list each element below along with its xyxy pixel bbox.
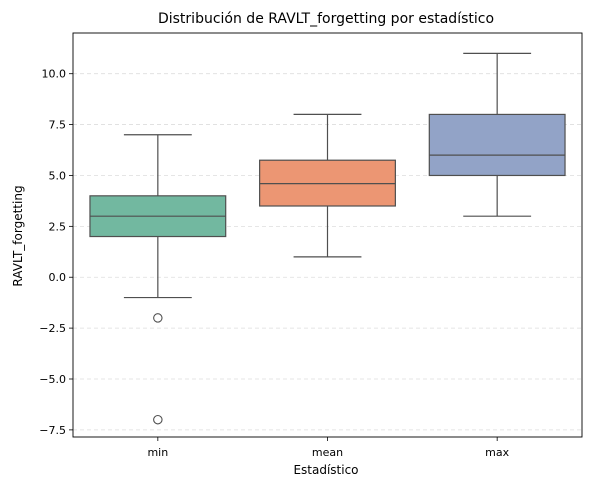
y-tick-label: −7.5 (39, 424, 66, 437)
iqr-box (428, 113, 566, 177)
y-tick-label: −2.5 (39, 322, 66, 335)
box-mean (259, 113, 396, 258)
box-min (89, 134, 227, 425)
x-tick-label: min (147, 446, 168, 459)
y-tick-label: −5.0 (39, 373, 66, 386)
y-axis: −7.5 −5.0 −2.5 0.0 2.5 5.0 7.5 10.0 (39, 68, 73, 437)
x-axis-label: Estadístico (293, 463, 358, 477)
y-tick-label: 10.0 (42, 68, 67, 81)
x-tick-label: max (485, 446, 509, 459)
box-max (428, 52, 566, 217)
y-tick-label: 2.5 (49, 220, 67, 233)
x-axis: min mean max (147, 437, 510, 459)
chart-title: Distribución de RAVLT_forgetting por est… (158, 11, 494, 27)
y-tick-label: 5.0 (49, 169, 67, 182)
outlier-point (153, 414, 163, 425)
outlier-point (153, 313, 163, 323)
box-layer (89, 52, 566, 425)
y-tick-label: 0.0 (49, 271, 67, 284)
y-tick-label: 7.5 (49, 119, 67, 132)
y-axis-label: RAVLT_forgetting (11, 185, 25, 286)
x-tick-label: mean (312, 446, 343, 459)
